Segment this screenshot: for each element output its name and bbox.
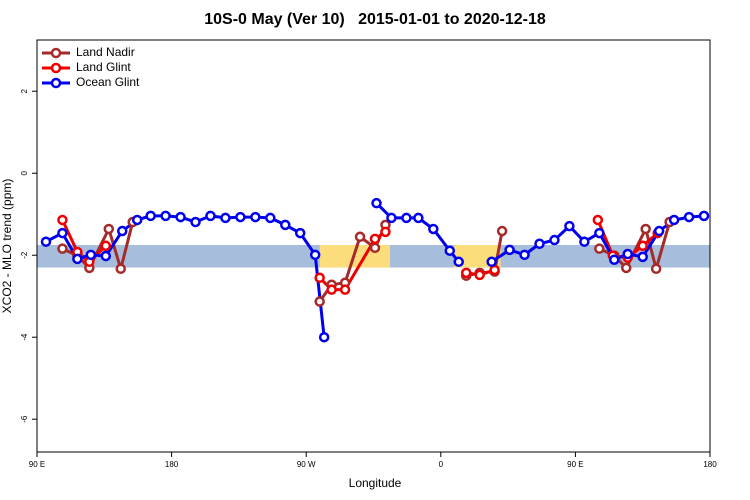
- x-tick-label: 90 E: [29, 460, 45, 469]
- data-point: [504, 244, 515, 256]
- data-point: [486, 256, 497, 268]
- data-point: [640, 223, 651, 235]
- data-point: [653, 225, 665, 237]
- series-line: [61, 221, 672, 303]
- data-point: [650, 263, 662, 275]
- legend-label: Land Nadir: [76, 45, 135, 59]
- data-point: [354, 231, 366, 243]
- data-point: [683, 211, 695, 223]
- series-line: [45, 202, 705, 338]
- x-tick-label: 180: [165, 460, 179, 469]
- data-point: [145, 210, 156, 222]
- data-point: [698, 210, 710, 222]
- data-point: [220, 212, 231, 224]
- x-tick-label: 0: [439, 460, 444, 469]
- chart-title: 10S-0 May (Ver 10) 2015-01-01 to 2020-12…: [204, 11, 546, 28]
- data-point: [386, 212, 397, 224]
- data-point: [594, 243, 605, 254]
- legend-label: Land Glint: [76, 60, 131, 74]
- data-point: [339, 284, 351, 295]
- data-point: [371, 197, 382, 209]
- data-point: [519, 249, 530, 261]
- data-point: [314, 296, 325, 307]
- y-tick-label: 0: [20, 170, 29, 175]
- data-point: [40, 236, 52, 247]
- x-axis-label: Longitude: [349, 476, 402, 490]
- data-point: [592, 214, 604, 226]
- y-tick-label: -2: [20, 251, 29, 259]
- data-point: [369, 242, 381, 254]
- x-tick-label: 90 E: [567, 460, 583, 469]
- data-point: [265, 212, 276, 224]
- data-point: [637, 251, 648, 263]
- data-point: [57, 243, 68, 254]
- data-point: [534, 238, 545, 249]
- data-point: [622, 248, 633, 260]
- data-point: [380, 226, 391, 238]
- data-point: [57, 214, 68, 226]
- data-point: [103, 223, 115, 235]
- plot-frame: [36, 39, 711, 453]
- data-point: [314, 272, 325, 284]
- x-tick-label: 180: [703, 460, 717, 469]
- data-point: [57, 227, 68, 239]
- data-point: [100, 240, 112, 252]
- data-point: [294, 227, 306, 239]
- data-point: [428, 223, 439, 235]
- data-point: [401, 212, 412, 224]
- data-point: [489, 264, 500, 276]
- data-point: [309, 249, 321, 261]
- data-point: [637, 240, 648, 252]
- data-point: [160, 210, 171, 222]
- data-point: [460, 267, 472, 279]
- x-tick-label: 90 W: [297, 460, 316, 469]
- data-point: [250, 211, 261, 223]
- y-tick-label: -6: [20, 415, 29, 423]
- data-point: [280, 219, 291, 231]
- y-axis-label: XCO2 - MLO trend (ppm): [0, 179, 14, 314]
- data-point: [444, 245, 456, 256]
- data-point: [549, 234, 560, 246]
- y-tick-label: -4: [20, 333, 29, 341]
- data-point: [369, 233, 381, 245]
- data-point: [235, 211, 246, 223]
- data-point: [72, 253, 83, 265]
- legend-marker: [50, 77, 62, 89]
- data-point: [496, 225, 508, 237]
- data-point: [326, 284, 337, 295]
- data-point: [668, 214, 680, 226]
- data-point: [85, 249, 97, 261]
- data-point: [131, 214, 143, 226]
- data-point: [190, 216, 201, 228]
- legend-marker: [50, 47, 62, 59]
- data-point: [453, 256, 464, 268]
- data-point: [205, 210, 216, 222]
- data-point: [413, 212, 424, 224]
- y-tick-label: 2: [20, 88, 29, 93]
- data-point: [564, 220, 575, 232]
- data-point: [116, 225, 128, 237]
- data-point: [594, 227, 605, 239]
- data-point: [474, 269, 485, 281]
- data-point: [318, 331, 330, 343]
- legend-label: Ocean Glint: [76, 75, 140, 89]
- data-point: [100, 250, 112, 262]
- data-point: [620, 262, 632, 274]
- data-point: [115, 263, 127, 275]
- data-point: [579, 236, 590, 247]
- legend-marker: [50, 62, 62, 74]
- data-point: [609, 254, 620, 265]
- data-point: [175, 211, 186, 223]
